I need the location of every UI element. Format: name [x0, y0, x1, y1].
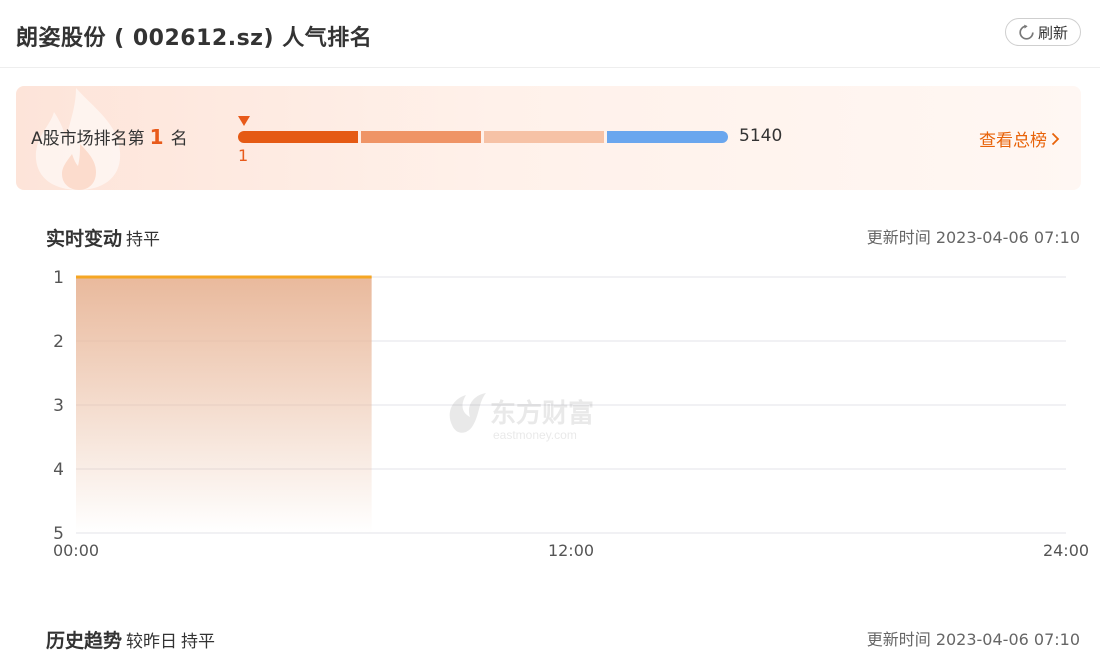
realtime-change: 持平 — [126, 230, 161, 250]
realtime-update-label: 更新时间 — [866, 228, 931, 247]
x-tick-label: 24:00 — [1043, 541, 1089, 560]
y-tick-label: 5 — [53, 524, 64, 544]
history-update-label: 更新时间 — [866, 630, 931, 649]
realtime-rank-chart: 东方财富 eastmoney.com 1 2 3 4 500:00 12:00 24:00 — [53, 268, 1089, 560]
y-tick-label: 4 — [53, 460, 64, 480]
history-change: 持平 — [181, 632, 216, 652]
refresh-label: 刷新 — [1037, 23, 1068, 42]
rank-segment-lower — [484, 131, 604, 143]
history-update-value: 2023-04-06 07:10 — [935, 630, 1080, 649]
market-rank-label: A股市场排名第 1 名 — [31, 124, 188, 149]
rank-marker-icon — [238, 116, 250, 126]
flame-icon — [35, 88, 121, 190]
x-tick-label: 00:00 — [53, 541, 99, 560]
rank-scale-bar — [238, 131, 728, 143]
history-compare: 较昨日 — [126, 632, 178, 652]
rank-card: A股市场排名第 1 名 1 5140 查看总榜 — [16, 86, 1081, 190]
rank-scale-min: 1 — [238, 146, 249, 165]
watermark-brand: 东方财富 — [490, 398, 594, 428]
page-title: 朗姿股份 ( 002612.sz) 人气排名 — [16, 26, 373, 51]
rank-suffix: 名 — [170, 129, 188, 149]
chevron-right-icon — [1051, 132, 1060, 145]
rank-segment-upper — [361, 131, 481, 143]
header: 朗姿股份 ( 002612.sz) 人气排名 刷新 — [0, 0, 1100, 68]
rank-scale-max: 5140 — [739, 126, 783, 146]
rank-value: 1 — [149, 125, 164, 149]
refresh-icon — [1019, 24, 1034, 40]
view-all-label: 查看总榜 — [979, 131, 1047, 151]
history-section-title: 历史趋势 较昨日 持平 — [46, 626, 215, 653]
y-tick-label: 1 — [53, 268, 64, 288]
rank-segment-top — [238, 131, 358, 143]
realtime-update-time: 更新时间 2023-04-06 07:10 — [867, 224, 1080, 248]
x-tick-label: 12:00 — [548, 541, 594, 560]
rank-segment-bottom — [607, 131, 728, 143]
realtime-title: 实时变动 — [46, 228, 123, 250]
history-title: 历史趋势 — [46, 630, 123, 652]
rank-area-fill — [76, 277, 372, 533]
watermark: 东方财富 eastmoney.com — [449, 393, 594, 442]
refresh-button[interactable]: 刷新 — [1005, 18, 1081, 46]
history-update-time: 更新时间 2023-04-06 07:10 — [867, 626, 1080, 650]
realtime-update-value: 2023-04-06 07:10 — [935, 228, 1080, 247]
y-tick-label: 2 — [53, 332, 64, 352]
y-tick-label: 3 — [53, 396, 64, 416]
rank-prefix: A股市场排名第 — [31, 129, 145, 149]
view-all-link[interactable]: 查看总榜 — [979, 126, 1060, 151]
watermark-domain: eastmoney.com — [493, 428, 577, 442]
realtime-section-title: 实时变动 持平 — [46, 224, 160, 251]
